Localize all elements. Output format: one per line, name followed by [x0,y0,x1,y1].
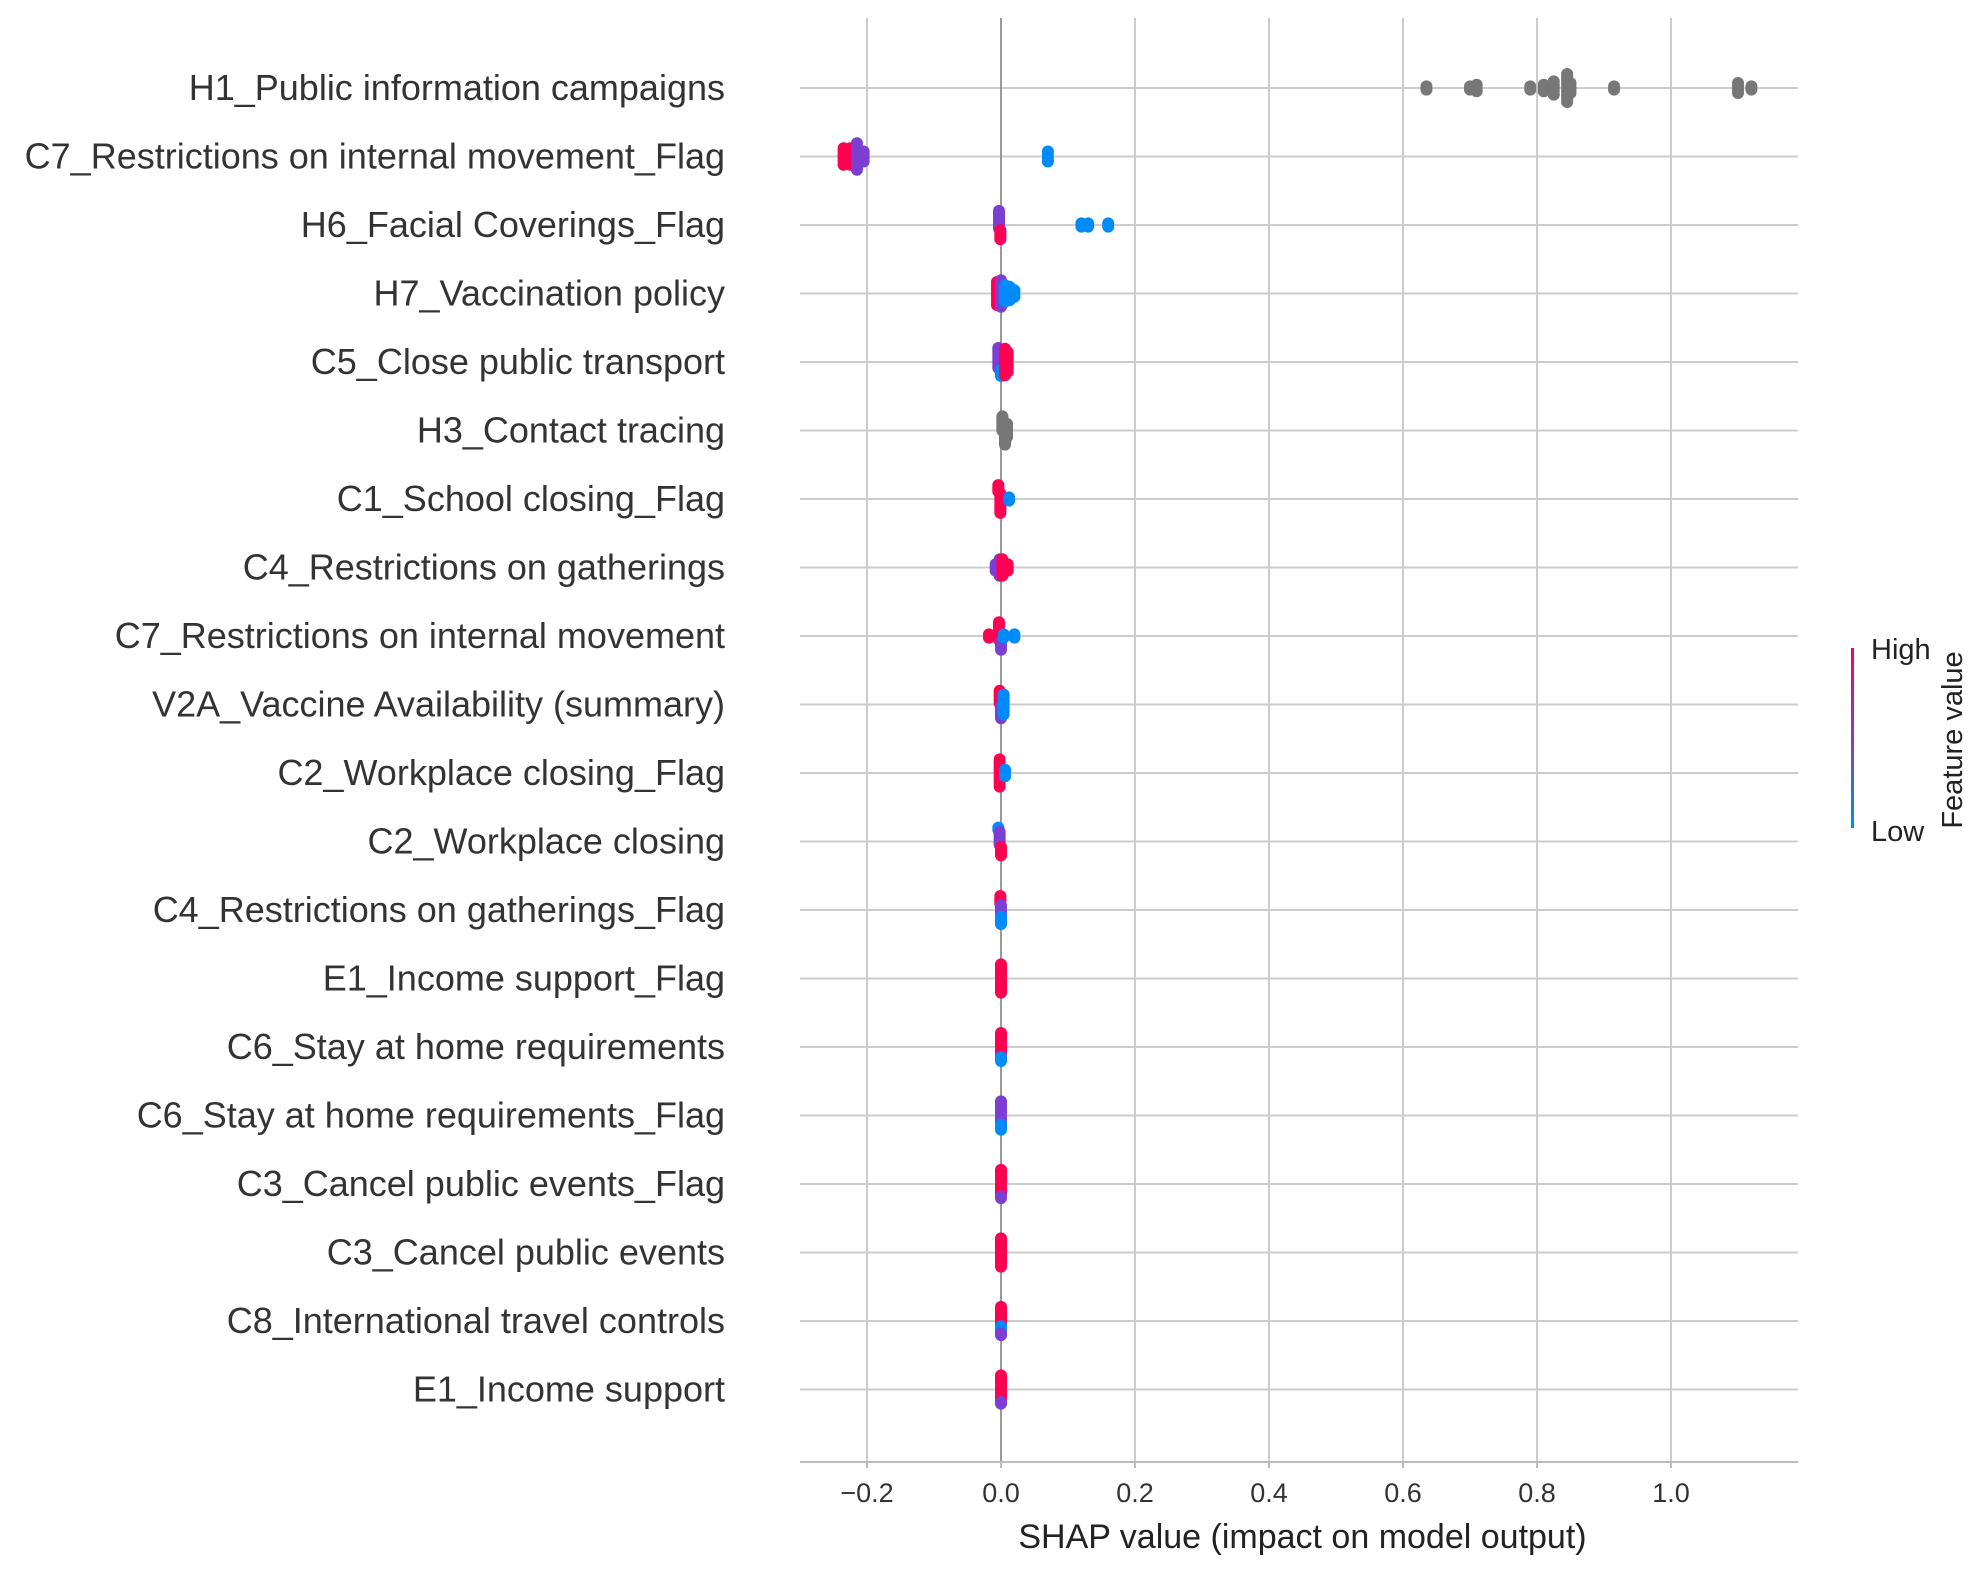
colorbar: High Low Feature value [1851,634,1969,848]
feature-label: H1_Public information campaigns [189,67,725,108]
shap-point [1420,83,1433,96]
shap-point [995,1055,1007,1067]
feature-label: C7_Restrictions on internal movement_Fla… [25,136,725,177]
feature-label: E1_Income support_Flag [323,958,725,999]
feature-label: C3_Cancel public events_Flag [237,1163,725,1204]
x-axis-label: SHAP value (impact on model output) [1018,1518,1586,1556]
shap-point [982,631,995,644]
shap-point [995,1192,1007,1205]
feature-label: V2A_Vaccine Availability (summary) [152,684,725,725]
shap-point [1537,85,1550,98]
x-tick-label: 1.0 [1652,1478,1690,1508]
shap-point [1082,220,1095,233]
shap-point [1001,431,1014,444]
feature-label: C4_Restrictions on gatherings [243,547,725,588]
shap-point [997,708,1010,721]
shap-point [1008,290,1021,303]
shap-point [994,233,1007,246]
x-tick-label: −0.2 [840,1478,893,1508]
feature-label: C3_Cancel public events [327,1232,725,1273]
x-tick-label: 0.8 [1518,1478,1556,1508]
x-tick-label: 0.2 [1116,1478,1154,1508]
shap-point [995,849,1007,862]
feature-label: C4_Restrictions on gatherings_Flag [153,889,725,930]
feature-labels: H1_Public information campaigns C7_Restri… [25,67,725,1410]
shap-point [995,918,1007,931]
shap-point [850,163,863,176]
shap-point [995,643,1007,656]
x-tick-label: 0.0 [982,1478,1020,1508]
shap-point [995,1329,1007,1342]
shap-point [1003,494,1016,507]
feature-label: C7_Restrictions on internal movement [115,615,725,656]
shap-point [1001,365,1014,378]
shap-point [1564,86,1577,99]
feature-label: C6_Stay at home requirements [227,1026,725,1067]
shap-point [994,506,1007,519]
feature-label: H3_Contact tracing [417,410,725,451]
vertical-gridlines [866,18,1672,1462]
shap-point [1041,155,1054,168]
feature-label: C2_Workplace closing_Flag [277,752,725,793]
shap-point [997,631,1010,644]
shap-point [1745,83,1758,96]
feature-label: C5_Close public transport [311,341,725,382]
feature-label: C8_International travel controls [227,1300,725,1341]
shap-point [995,1260,1007,1273]
shap-point [857,155,870,168]
shap-point [1470,85,1483,98]
data-points [837,68,1758,1410]
feature-label: C2_Workplace closing [367,821,725,862]
shap-point [1008,631,1021,644]
horizontal-gridlines [800,87,1798,1391]
shap-point [1547,88,1560,101]
shap-point [1001,564,1014,577]
x-axis-ticks: −0.2 0.0 0.2 0.4 0.6 0.8 1.0 [840,1462,1690,1508]
shap-point [999,770,1012,783]
x-tick-label: 0.6 [1384,1478,1422,1508]
shap-point [1608,83,1621,96]
feature-label: H7_Vaccination policy [373,273,725,314]
shap-point [1561,96,1574,108]
feature-label: C6_Stay at home requirements_Flag [137,1095,725,1136]
shap-point [995,1123,1007,1136]
colorbar-low-label: Low [1871,816,1925,848]
colorbar-title: Feature value [1937,651,1969,828]
shap-point [1102,220,1115,233]
feature-label: E1_Income support [413,1369,725,1410]
feature-label: C1_School closing_Flag [337,478,725,519]
colorbar-high-label: High [1871,634,1931,666]
shap-point [995,1397,1007,1410]
shap-point [1732,86,1744,99]
shap-point [993,780,1006,793]
colorbar-gradient [1851,648,1854,828]
shap-point [1524,83,1537,96]
shap-point [995,986,1007,999]
feature-label: H6_Facial Coverings_Flag [301,204,725,245]
x-tick-label: 0.4 [1250,1478,1288,1508]
